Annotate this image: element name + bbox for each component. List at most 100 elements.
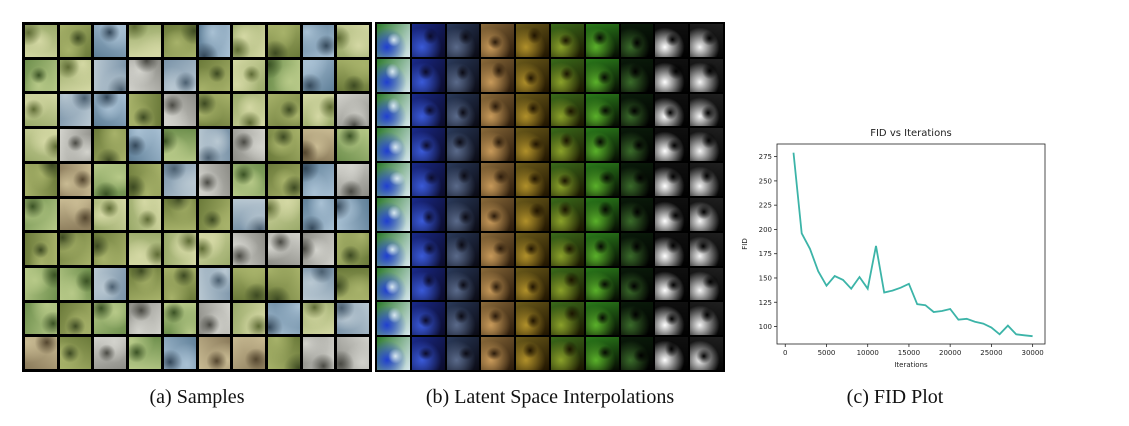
interpolation-image [481,267,515,301]
interpolation-image [481,163,515,196]
sample-image [25,302,57,335]
sample-image [25,25,57,57]
sample-image [129,94,161,127]
sample-image [59,25,92,57]
interpolation-image [620,58,654,92]
interpolation-image [411,163,445,196]
interpolation-image [690,232,723,266]
interpolation-image [516,128,549,162]
interpolation-image [550,302,584,336]
sample-image [59,94,92,127]
interpolation-image [377,232,410,266]
interpolation-image [411,267,445,301]
caption-interpolations: (b) Latent Space Interpolations [425,386,675,408]
interpolation-image [550,232,584,266]
sample-image [337,267,369,300]
interpolation-image [655,267,689,301]
sample-image [233,25,265,57]
sample-image [163,94,196,127]
interpolation-image [690,58,723,92]
sample-image [94,163,127,196]
sample-image [233,198,265,231]
sample-image [198,129,231,161]
interpolation-image [620,267,654,301]
y-tick-label: 175 [759,250,772,258]
sample-image [337,129,369,161]
interpolation-image [446,197,480,231]
interpolation-image [690,337,723,370]
sample-image [233,267,265,300]
interpolation-image [411,302,445,336]
sample-image [267,337,300,369]
sample-image [129,302,161,335]
sample-image [233,337,265,369]
fid-line-chart: FID vs Iterations 0 5000 10000 15000 20000 25… [741,128,1046,369]
sample-image [267,94,300,127]
sample-image [198,267,231,300]
sample-image [129,267,161,300]
interpolation-image [585,232,619,266]
interpolation-image [690,93,723,127]
fid-series-line [792,152,1033,338]
sample-image [267,59,300,92]
sample-image [129,337,161,369]
interpolation-image [411,337,445,370]
sample-image [25,59,57,92]
interpolation-image [620,163,654,196]
sample-image [59,302,92,335]
caption-samples: (a) Samples [149,386,245,408]
interpolation-image [446,302,480,336]
interpolation-image [481,197,515,231]
sample-image [267,129,300,161]
interpolation-image [585,128,619,162]
interpolation-image [585,24,619,57]
sample-image [198,25,231,57]
sample-image [129,233,161,265]
sample-image [94,94,127,127]
interpolation-image [516,24,549,57]
interpolation-image [411,197,445,231]
sample-image [302,25,335,57]
sample-image [94,267,127,300]
sample-image [94,129,127,161]
x-tick-label: 10000 [857,349,879,357]
interpolation-image [690,197,723,231]
interpolation-image [655,24,689,57]
sample-image [267,233,300,265]
interpolation-image [377,128,410,162]
interpolation-image [620,337,654,370]
interpolation-image [585,163,619,196]
sample-image [302,337,335,369]
sample-image [94,337,127,369]
y-tick-label: 150 [759,274,772,282]
interpolation-image [446,337,480,370]
sample-image [233,233,265,265]
sample-image [59,337,92,369]
sample-image [337,163,369,196]
sample-image [267,267,300,300]
sample-image [337,233,369,265]
interpolation-image [411,128,445,162]
sample-image [337,302,369,335]
interpolation-image [550,337,584,370]
interpolation-image [516,232,549,266]
sample-image [129,163,161,196]
sample-image [302,163,335,196]
sample-image [198,198,231,231]
sample-image [163,233,196,265]
x-tick-label: 25000 [980,349,1002,357]
sample-image [25,198,57,231]
sample-image [267,302,300,335]
interpolation-image [516,267,549,301]
caption-fid-plot: (c) FID Plot [846,386,944,408]
sample-image [129,129,161,161]
sample-image [163,267,196,300]
interpolation-image [550,93,584,127]
interpolation-image [481,93,515,127]
interpolation-image [620,93,654,127]
sample-image [163,198,196,231]
interpolation-image [446,128,480,162]
interpolation-image [377,197,410,231]
interpolation-image [690,24,723,57]
interpolation-image [550,128,584,162]
